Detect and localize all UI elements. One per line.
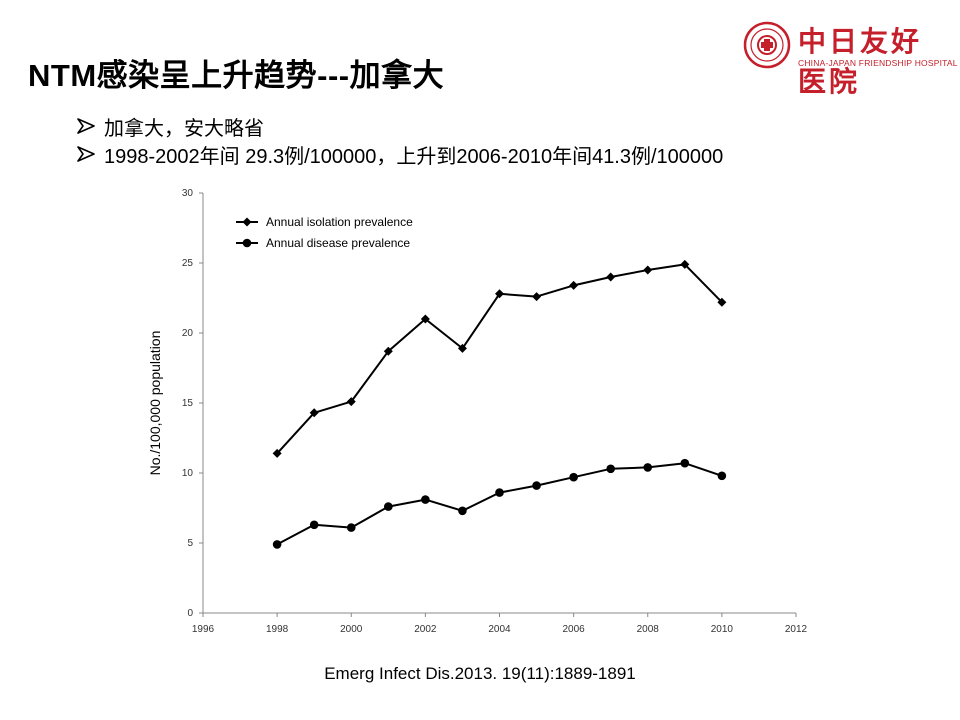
hospital-logo: 中日友好医院 CHINA-JAPAN FRIENDSHIP HOSPITAL [742,18,958,98]
y-tick-label: 0 [187,608,193,619]
x-tick-label: 1996 [192,624,215,635]
slide-title: NTM感染呈上升趋势---加拿大 [28,58,445,93]
legend-label: Annual isolation prevalence [266,215,413,229]
y-tick-label: 20 [182,328,194,339]
x-tick-label: 1998 [266,624,289,635]
arrow-bullet-icon [77,118,95,134]
disease-series-line [276,462,723,546]
x-tick-label: 2010 [711,624,734,635]
y-axis-label: No./100,000 population [147,331,163,476]
circle-marker [606,464,615,474]
bullet-text: 1998-2002年间 29.3例/100000，上升到2006-2010年间4… [104,145,724,168]
y-tick-label: 15 [182,398,194,409]
diamond-marker [457,343,467,353]
bullet-item: 1998-2002年间 29.3例/100000，上升到2006-2010年间4… [76,140,723,168]
y-tick-label: 10 [182,468,194,479]
diamond-marker [717,297,727,307]
bullet-list: 加拿大，安大略省 1998-2002年间 29.3例/100000，上升到200… [76,112,723,168]
circle-marker [495,488,504,497]
diamond-marker [420,314,430,324]
x-tick-label: 2002 [414,624,437,635]
circle-marker [717,471,727,481]
diamond-marker [643,265,653,275]
x-tick-label: 2004 [488,624,511,635]
diamond-marker [606,272,616,282]
diamond-marker [309,408,319,418]
circle-marker [272,540,282,549]
x-tick-label: 2006 [563,624,586,635]
y-tick-label: 30 [182,188,194,199]
diamond-marker [532,292,542,302]
bullet-text: 加拿大，安大略省 [104,117,264,140]
circle-marker [680,458,690,468]
bullet-item: 加拿大，安大略省 [76,112,723,140]
diamond-marker [495,289,504,299]
circle-marker [421,495,430,504]
circle-marker [384,502,393,511]
y-tick-label: 5 [187,538,193,549]
chart-axes [202,193,796,614]
arrow-bullet-icon [77,146,95,162]
logo-name-cn: 中日友好医院 [798,25,923,98]
citation: Emerg Infect Dis.2013. 19(11):1889-1891 [324,664,636,683]
x-tick-label: 2008 [637,624,660,635]
circle-marker [569,472,578,482]
chart-ticks: 0 5 10 15 20 25 30 1996 1998 2000 2002 2004 2006 2008… [182,188,808,635]
circle-marker [346,523,356,532]
logo-name-en: CHINA-JAPAN FRIENDSHIP HOSPITAL [798,58,958,68]
diamond-marker [680,259,690,269]
x-tick-label: 2000 [340,624,363,635]
diamond-marker [569,280,579,290]
chart-markers [272,259,727,549]
circle-marker [309,520,319,530]
circle-marker [643,463,653,472]
diamond-marker [242,217,252,227]
circle-marker [458,506,467,516]
diamond-marker [272,448,282,458]
circle-marker [532,481,541,490]
x-tick-label: 2012 [785,624,808,635]
legend-label: Annual disease prevalence [266,236,410,250]
circle-marker [242,238,252,248]
hospital-emblem-icon [743,21,791,69]
chart-legend: Annual isolation prevalence Annual diseas… [236,215,413,250]
y-tick-label: 25 [182,258,194,269]
diamond-marker [346,397,356,407]
diamond-marker [383,346,393,356]
chart-lines [276,263,723,546]
